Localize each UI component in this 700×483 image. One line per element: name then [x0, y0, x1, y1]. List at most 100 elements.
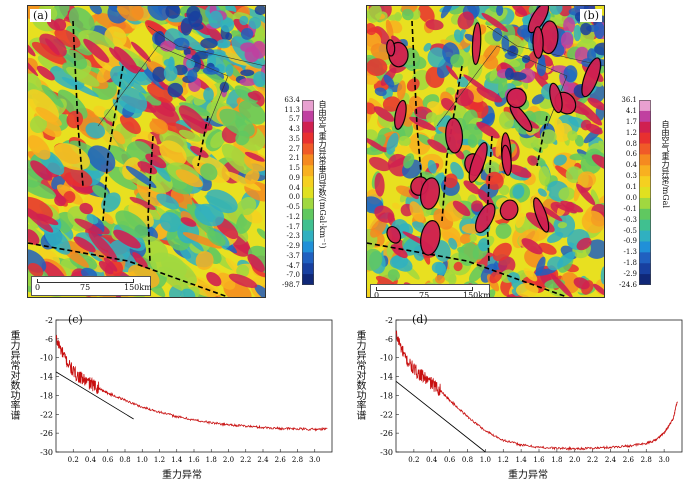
- colorbar-a: [302, 100, 314, 286]
- colorbar-tick: -24.6: [619, 281, 637, 289]
- scale-bar-b: 0 75 150km: [370, 284, 491, 298]
- chart-d-xlabel: 重力异常: [508, 470, 548, 481]
- x-tick-label: 0.4: [85, 456, 97, 462]
- x-tick-label: 0.2: [68, 456, 79, 462]
- x-tick-label: 1.4: [171, 456, 183, 462]
- y-tick-label: -6: [385, 335, 393, 344]
- fit-line: [395, 380, 486, 453]
- scale-tick-0: 0: [374, 291, 380, 298]
- spectrum-series-line: [55, 334, 328, 432]
- colorbar-a-title: 自由空气重力异常垂向导数/(mGal·km⁻¹): [318, 100, 327, 249]
- scale-tick-75: 75: [419, 291, 430, 298]
- fit-line: [55, 371, 134, 420]
- spectrum-chart-d: -2 -6 -10 -14 -18 -22 -26 -30 0.2 0.4 0.6 0.8 1.0 1.2…: [380, 316, 683, 462]
- x-tick-label: 2.2: [587, 456, 598, 462]
- y-tick-label: -26: [40, 429, 53, 438]
- map-a-raster: [28, 6, 265, 297]
- scale-tick-150: 150km: [124, 283, 152, 292]
- colorbar-tick: -0.5: [623, 226, 638, 235]
- colorbar-tick: 0.0: [288, 193, 300, 202]
- colorbar-tick: 2.7: [288, 144, 300, 153]
- chart-tag-d: (d): [412, 313, 428, 326]
- colorbar-tick: -3.7: [286, 251, 301, 260]
- y-tick-label: -14: [380, 373, 393, 382]
- y-tick-label: -10: [380, 354, 393, 363]
- colorbar-tick: 2.1: [288, 154, 300, 163]
- x-tick-label: 1.2: [498, 456, 509, 462]
- scale-tick-150: 150km: [463, 291, 491, 298]
- y-tick-label: -26: [380, 429, 393, 438]
- colorbar-tick: 0.6: [625, 150, 637, 159]
- x-tick-label: 1.0: [480, 456, 491, 462]
- chart-c-xlabel: 重力异常: [162, 470, 202, 481]
- colorbar-tick: 3.5: [288, 134, 300, 143]
- colorbar-tick: -4.7: [286, 261, 301, 270]
- y-tick-label: -22: [40, 410, 53, 419]
- y-tick-label: -2: [45, 316, 53, 325]
- colorbar-tick: -0.3: [623, 215, 638, 224]
- colorbar-tick: 63.4: [284, 96, 300, 104]
- x-tick-label: 0.8: [462, 456, 473, 462]
- x-tick-label: 1.8: [206, 456, 217, 462]
- colorbar-tick: -1.8: [623, 259, 638, 268]
- y-tick-label: -6: [45, 335, 53, 344]
- spectrum-series-line: [395, 330, 678, 452]
- chart-c-ylabel: 重力异常对数功率谱: [8, 330, 19, 420]
- colorbar-tick: 1.2: [625, 128, 637, 137]
- x-tick-label: 2.4: [257, 456, 269, 462]
- x-tick-label: 2.0: [569, 456, 580, 462]
- colorbar-tick: -2.3: [286, 232, 301, 241]
- x-tick-label: 0.6: [444, 456, 456, 462]
- x-tick-label: 0.2: [408, 456, 419, 462]
- colorbar-tick: 0.8: [625, 139, 637, 148]
- colorbar-tick: 0.4: [288, 183, 300, 192]
- x-tick-label: 2.2: [240, 456, 251, 462]
- x-tick-label: 1.6: [533, 456, 545, 462]
- y-tick-label: -30: [380, 448, 393, 457]
- colorbar-tick: 0.0: [625, 193, 637, 202]
- colorbar-tick: -1.3: [623, 248, 638, 257]
- y-tick-label: -30: [40, 448, 53, 457]
- panel-tag-b: (b): [580, 9, 602, 22]
- scale-tick-0: 0: [35, 283, 41, 292]
- colorbar-tick: -2.9: [623, 270, 638, 279]
- x-tick-label: 1.2: [154, 456, 165, 462]
- scale-tick-75: 75: [80, 283, 91, 292]
- chart-d-ylabel: 重力异常对数功率谱: [354, 330, 365, 420]
- colorbar-tick: 5.7: [288, 115, 300, 124]
- x-tick-label: 0.8: [119, 456, 130, 462]
- x-tick-label: 1.0: [137, 456, 148, 462]
- colorbar-tick: 36.1: [621, 96, 637, 104]
- colorbar-tick: -0.1: [623, 204, 638, 213]
- anomaly-map-a: (a) 0 75 150km: [27, 5, 266, 298]
- y-tick-label: -18: [380, 391, 393, 400]
- colorbar-tick: 1.5: [288, 164, 300, 173]
- scale-bar-a: 0 75 150km: [31, 276, 152, 296]
- colorbar-tick: 4.1: [625, 106, 637, 115]
- x-tick-label: 1.6: [188, 456, 200, 462]
- x-tick-label: 2.6: [623, 456, 635, 462]
- x-tick-label: 2.6: [275, 456, 287, 462]
- colorbar-tick: -1.7: [286, 222, 301, 231]
- x-tick-label: 3.0: [309, 456, 320, 462]
- x-tick-label: 2.4: [605, 456, 617, 462]
- y-tick-label: -14: [40, 373, 53, 382]
- x-tick-label: 3.0: [659, 456, 670, 462]
- colorbar-tick: 1.7: [625, 117, 637, 126]
- panel-tag-a: (a): [30, 9, 52, 22]
- y-tick-label: -10: [40, 354, 53, 363]
- y-tick-label: -18: [40, 391, 53, 400]
- x-tick-label: 2.8: [292, 456, 303, 462]
- map-b-raster: [367, 6, 604, 297]
- x-tick-label: 2.0: [223, 456, 234, 462]
- chart-tag-c: (c): [68, 313, 83, 326]
- x-tick-label: 1.8: [551, 456, 562, 462]
- x-tick-label: 2.8: [641, 456, 652, 462]
- colorbar-tick: 0.3: [625, 172, 637, 181]
- colorbar-tick: 0.4: [625, 161, 637, 170]
- anomaly-map-b: (b) 0 75 150km: [366, 5, 605, 298]
- colorbar-b-title: 自由空气重力异常/mGal: [661, 120, 670, 208]
- colorbar-tick: -1.2: [286, 212, 301, 221]
- y-tick-label: -2: [385, 316, 393, 325]
- colorbar-tick: -2.9: [286, 242, 301, 251]
